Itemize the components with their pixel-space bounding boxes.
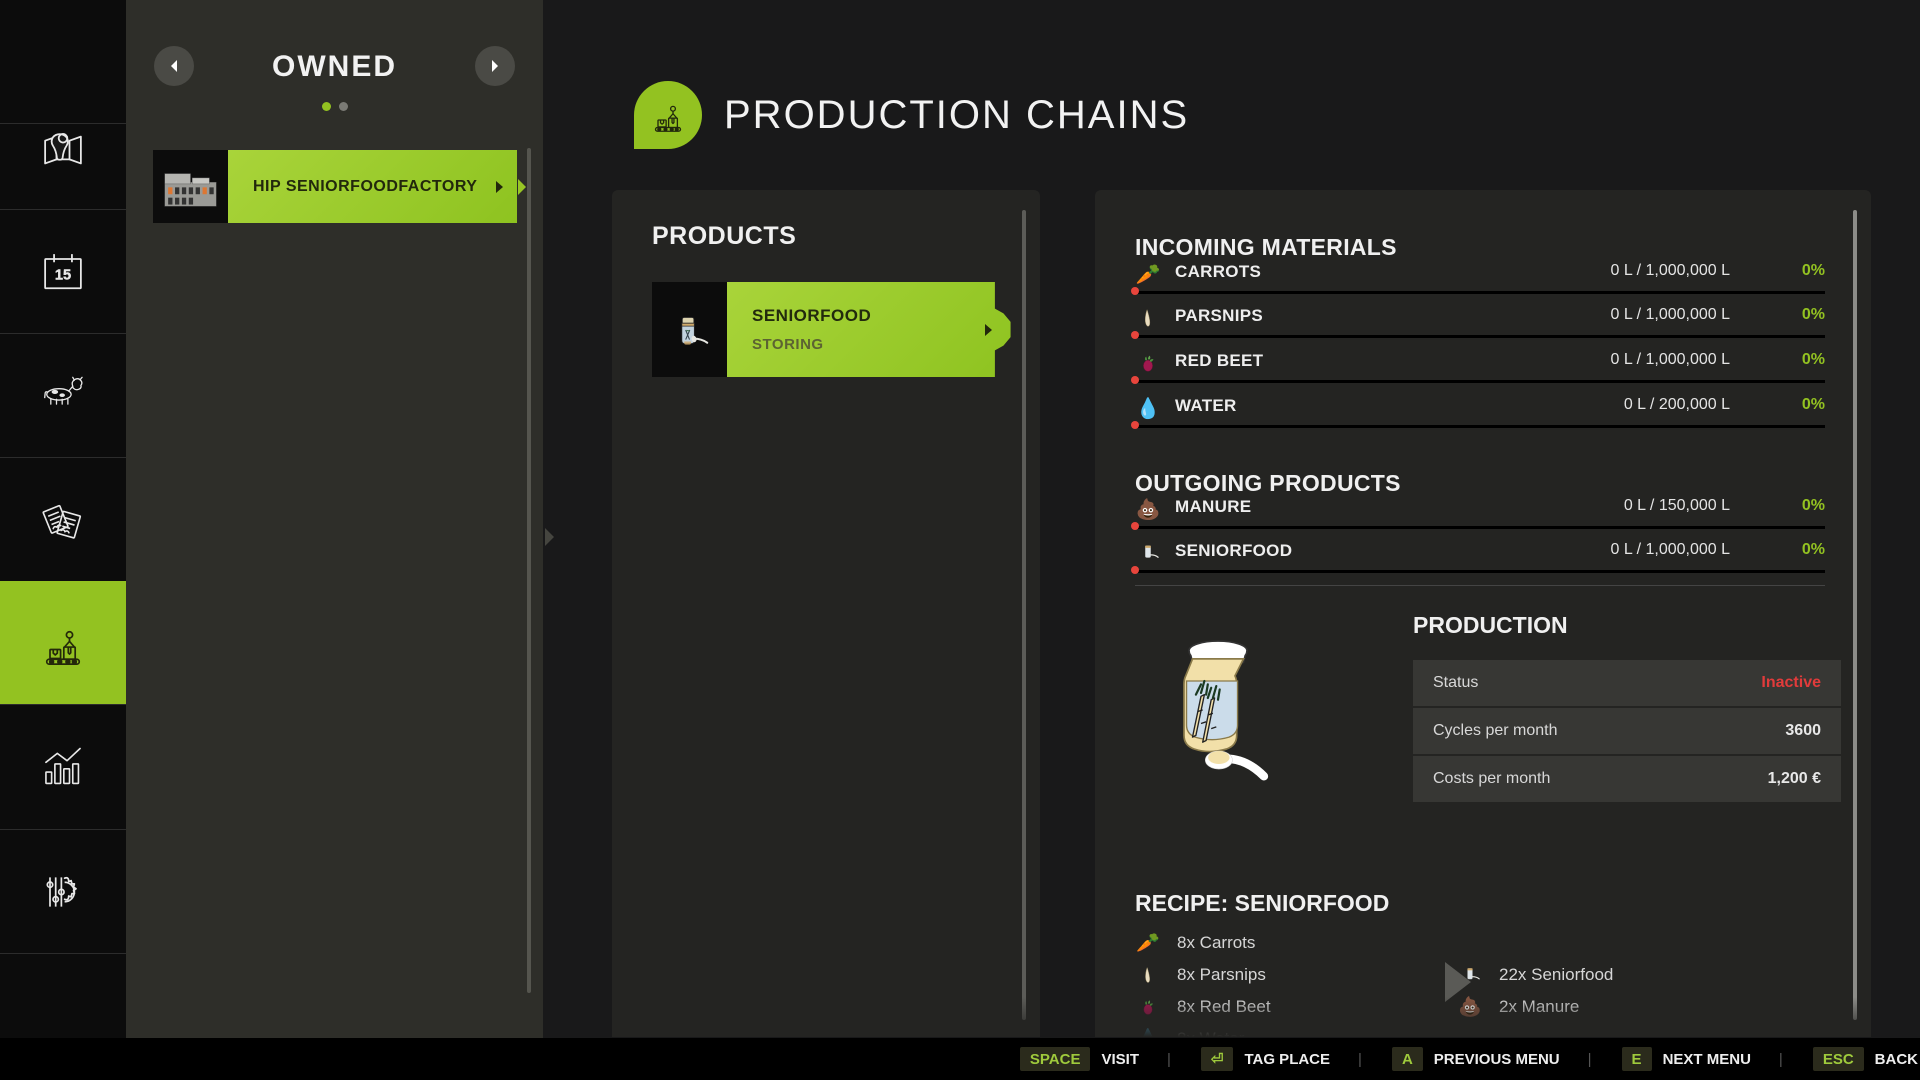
svg-text:15: 15 [55, 267, 71, 283]
